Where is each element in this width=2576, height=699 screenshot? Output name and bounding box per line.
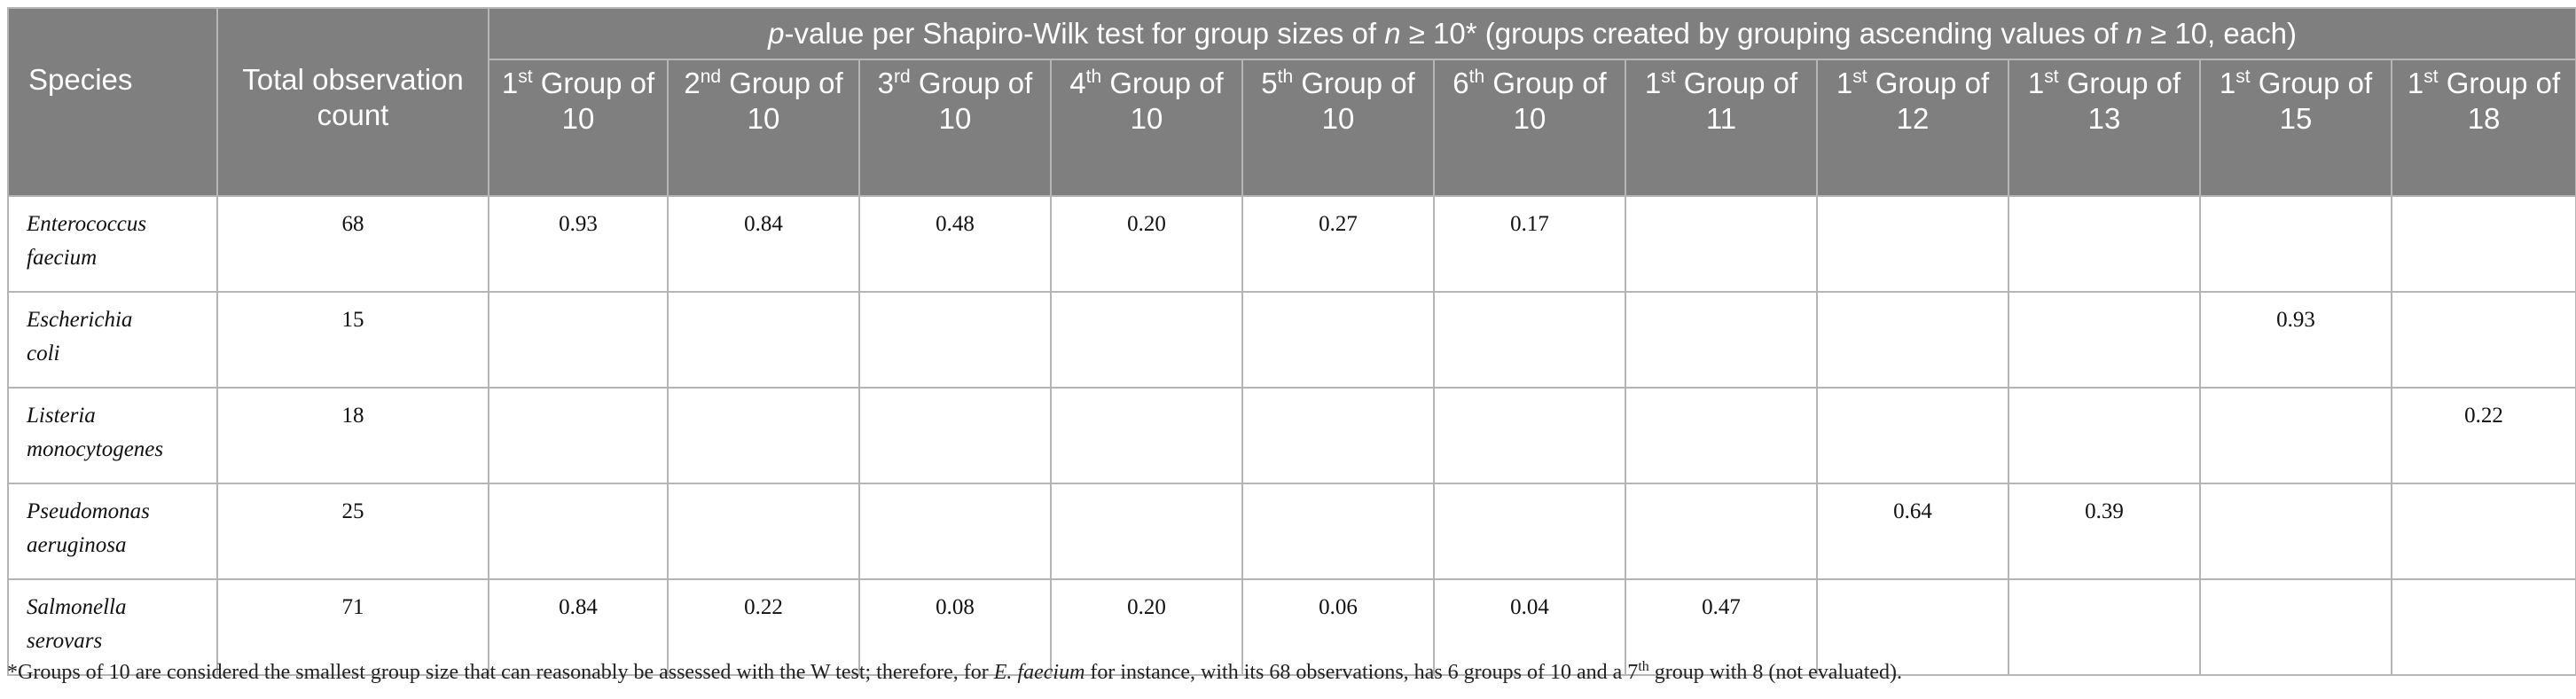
p-value-cell: 0.20: [1050, 578, 1243, 676]
p-value-cell: [1433, 291, 1626, 389]
group-column-header: 2nd Group of 10: [667, 59, 860, 197]
total-count-cell: 15: [216, 291, 489, 389]
species-cell: Enterococcus faecium: [7, 195, 218, 293]
p-value-cell: 0.20: [1050, 195, 1243, 293]
p-value-cell: [2008, 578, 2201, 676]
p-value-cell: 0.93: [488, 195, 669, 293]
p-value-cell: [1433, 483, 1626, 580]
p-value-cell: [2199, 387, 2392, 484]
species-cell: Listeria monocytogenes: [7, 387, 218, 484]
table-body: Enterococcus faecium 68 0.93 0.84 0.48 0.20 0.2…: [7, 195, 2576, 676]
p-value-cell: [1816, 291, 2009, 389]
p-value-cell: [1050, 387, 1243, 484]
p-value-cell: [488, 483, 669, 580]
header-row-2: 1st Group of 10 2nd Group of 10 3rd Group …: [8, 59, 2576, 197]
total-count-cell: 68: [216, 195, 489, 293]
p-value-cell: [2199, 195, 2392, 293]
p-value-cell: [1241, 291, 1435, 389]
p-value-cell: 0.04: [1433, 578, 1626, 676]
p-value-cell: [667, 291, 860, 389]
table-row: Escherichia coli 15 0.93: [7, 291, 2576, 389]
p-value-cell: 0.93: [2199, 291, 2392, 389]
p-value-cell: 0.84: [488, 578, 669, 676]
p-value-cell: [1050, 291, 1243, 389]
p-value-cell: [2199, 578, 2392, 676]
p-value-cell: 0.47: [1625, 578, 1818, 676]
header-row-1: Species Total observation count p-value …: [7, 7, 2576, 197]
p-value-cell: [488, 291, 669, 389]
p-value-cell: 0.64: [1816, 483, 2009, 580]
table-row: Enterococcus faecium 68 0.93 0.84 0.48 0.20 0.2…: [7, 195, 2576, 293]
table-row: Pseudomonas aeruginosa 25 0.64 0.39: [7, 483, 2576, 580]
species-cell: Salmonella serovars: [7, 578, 218, 676]
footnote: *Groups of 10 are considered the smalles…: [7, 659, 1903, 685]
p-value-cell: [1816, 578, 2009, 676]
p-value-cell: 0.06: [1241, 578, 1435, 676]
p-value-cell: [2199, 483, 2392, 580]
species-cell: Escherichia coli: [7, 291, 218, 389]
p-value-cell: 0.39: [2008, 483, 2201, 580]
p-value-cell: [1816, 387, 2009, 484]
group-column-header: 1st Group of 10: [488, 59, 669, 197]
p-value-cell: 0.17: [1433, 195, 1626, 293]
group-column-header: 4th Group of 10: [1050, 59, 1243, 197]
group-column-header: 6th Group of 10: [1433, 59, 1626, 197]
total-count-cell: 71: [216, 578, 489, 676]
p-value-cell: [2390, 483, 2576, 580]
p-value-cell: [1625, 291, 1818, 389]
group-column-header: 1st Group of 18: [2390, 59, 2576, 197]
p-value-cell: [858, 483, 1052, 580]
p-value-cell: 0.22: [667, 578, 860, 676]
p-value-cell: [2390, 291, 2576, 389]
p-value-cell: 0.08: [858, 578, 1052, 676]
shapiro-wilk-table: Species Total observation count p-value …: [7, 7, 2576, 676]
p-value-cell: [488, 387, 669, 484]
p-value-cell: [1241, 483, 1435, 580]
p-value-cell: [2390, 195, 2576, 293]
group-column-header: 1st Group of 13: [2008, 59, 2201, 197]
table-row: Listeria monocytogenes 18 0.22: [7, 387, 2576, 484]
p-value-cell: [667, 483, 860, 580]
table-row: Salmonella serovars 71 0.84 0.22 0.08 0.20 0.06…: [7, 578, 2576, 676]
group-column-header: 1st Group of 12: [1816, 59, 2009, 197]
group-column-header: 3rd Group of 10: [858, 59, 1052, 197]
p-value-cell: [1050, 483, 1243, 580]
group-column-header: 1st Group of 11: [1625, 59, 1818, 197]
p-value-cell: [1625, 387, 1818, 484]
p-value-super-header: p-value per Shapiro-Wilk test for group …: [487, 7, 2576, 60]
total-count-cell: 25: [216, 483, 489, 580]
p-value-cell: 0.27: [1241, 195, 1435, 293]
p-value-cell: 0.84: [667, 195, 860, 293]
p-value-cell: [2008, 387, 2201, 484]
group-column-header: 5th Group of 10: [1241, 59, 1435, 197]
p-value-cell: [858, 291, 1052, 389]
group-column-header: 1st Group of 15: [2199, 59, 2392, 197]
p-value-cell: [1625, 483, 1818, 580]
p-value-cell: [1433, 387, 1626, 484]
p-value-cell: [1625, 195, 1818, 293]
p-value-cell: [2008, 291, 2201, 389]
p-value-cell: [2390, 578, 2576, 676]
p-value-cell: [1241, 387, 1435, 484]
table-container: Species Total observation count p-value …: [7, 7, 2576, 676]
species-header: Species: [7, 7, 218, 197]
species-cell: Pseudomonas aeruginosa: [7, 483, 218, 580]
total-observation-header: Total observation count: [216, 7, 489, 197]
p-value-cell: [1816, 195, 2009, 293]
p-value-cell: [858, 387, 1052, 484]
p-value-cell: [667, 387, 860, 484]
p-value-cell: 0.22: [2390, 387, 2576, 484]
p-value-cell: [2008, 195, 2201, 293]
total-count-cell: 18: [216, 387, 489, 484]
p-value-cell: 0.48: [858, 195, 1052, 293]
